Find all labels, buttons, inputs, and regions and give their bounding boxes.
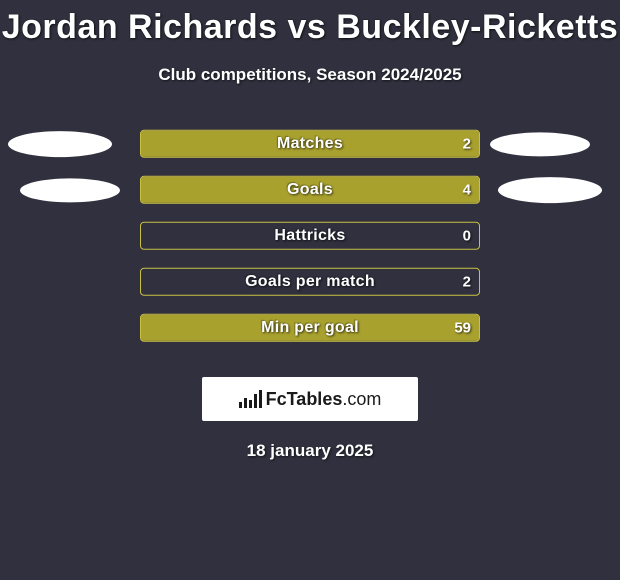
stat-row: Hattricks0 [0, 217, 620, 263]
stat-bar: Matches2 [140, 130, 480, 158]
stat-row: Goals per match2 [0, 263, 620, 309]
fctables-logo: FcTables.com [202, 377, 418, 421]
stat-label: Hattricks [141, 227, 479, 245]
stat-label: Goals per match [141, 273, 479, 291]
stat-row: Goals4 [0, 171, 620, 217]
subtitle: Club competitions, Season 2024/2025 [0, 65, 620, 85]
page-title: Jordan Richards vs Buckley-Ricketts [0, 0, 620, 47]
stat-value: 4 [463, 181, 471, 198]
stat-rows: Matches2Goals4Hattricks0Goals per match2… [0, 125, 620, 355]
bar-chart-icon [239, 390, 262, 408]
right-ellipse [490, 132, 590, 156]
stat-label: Goals [141, 181, 479, 199]
stat-label: Matches [141, 135, 479, 153]
stat-bar: Goals per match2 [140, 268, 480, 296]
stat-row: Matches2 [0, 125, 620, 171]
logo-brand: FcTables [266, 389, 343, 409]
stat-bar: Hattricks0 [140, 222, 480, 250]
stat-row: Min per goal59 [0, 309, 620, 355]
left-ellipse [20, 178, 120, 202]
stat-label: Min per goal [141, 319, 479, 337]
stat-bar: Min per goal59 [140, 314, 480, 342]
left-ellipse [8, 131, 112, 157]
stat-value: 59 [454, 319, 471, 336]
logo-suffix: .com [342, 389, 381, 409]
date-label: 18 january 2025 [0, 441, 620, 461]
stat-value: 2 [463, 273, 471, 290]
logo-text: FcTables.com [266, 389, 382, 410]
stat-value: 0 [463, 227, 471, 244]
stat-bar: Goals4 [140, 176, 480, 204]
right-ellipse [498, 177, 602, 203]
stat-value: 2 [463, 135, 471, 152]
